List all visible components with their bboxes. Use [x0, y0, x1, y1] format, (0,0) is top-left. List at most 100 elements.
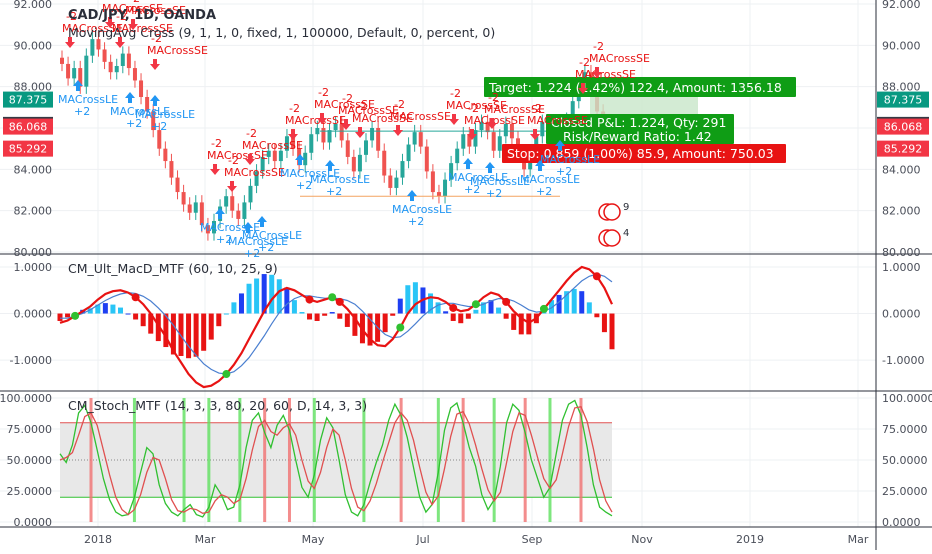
candle-body	[193, 202, 198, 213]
macd-histogram-bar	[223, 313, 229, 315]
stoch-title[interactable]: CM_Stoch_MTF (14, 3, 3, 80, 20, 60, D, 1…	[68, 398, 367, 413]
long-signal-label: MACrossLE	[58, 93, 118, 106]
macd-histogram-bar	[201, 313, 207, 351]
candle-body	[388, 175, 393, 188]
y-tick-label: 92.000	[14, 0, 53, 11]
macd-histogram-bar	[238, 293, 244, 314]
y-tick-label: 75.0000	[7, 423, 53, 436]
short-signal-label: MACrossSE	[446, 99, 507, 112]
y-tick-label: -1.0000	[10, 354, 52, 367]
x-tick-label: Jul	[415, 533, 429, 546]
x-tick-label: 2018	[84, 533, 112, 546]
short-signal-arrow	[115, 37, 125, 48]
macd-histogram-bar	[450, 313, 456, 321]
macd-histogram-bar	[276, 279, 282, 314]
candle-body	[357, 154, 362, 172]
long-signal-label: MACrossLE	[200, 221, 260, 234]
candle-body	[181, 192, 186, 205]
short-signal-qty: -2	[593, 40, 604, 53]
macd-histogram-bar	[344, 313, 350, 327]
short-signal-qty: -2	[579, 56, 590, 69]
candle-body	[382, 150, 387, 176]
candle-body	[163, 148, 168, 162]
y-tick-label: 0.0000	[14, 516, 53, 529]
short-signal-arrow	[245, 154, 255, 165]
long-signal-qty: +2	[151, 120, 167, 133]
long-signal-arrow	[463, 158, 473, 169]
macd-histogram-bar	[488, 300, 494, 314]
price-label: 86.068	[9, 121, 48, 134]
short-signal-qty: -2	[228, 154, 239, 167]
candle-body	[66, 63, 71, 79]
long-signal-qty: +2	[216, 233, 232, 246]
short-signal-qty: -2	[151, 32, 162, 45]
short-signal-label: MACrossSE	[464, 114, 525, 127]
macd-histogram-bar	[269, 274, 275, 314]
macd-title[interactable]: CM_Ult_MacD_MTF (60, 10, 25, 9)	[68, 261, 278, 276]
short-signal-arrow	[227, 181, 237, 192]
macd-histogram-bar	[390, 313, 396, 316]
short-signal-qty: -2	[318, 86, 329, 99]
macd-cross-dot	[471, 300, 480, 309]
strategy-title[interactable]: MovingAvg Cross (9, 1, 1, 0, fixed, 1, 1…	[68, 25, 495, 40]
short-signal-label: MACrossSE	[112, 22, 173, 35]
macd-histogram-bar	[405, 285, 411, 314]
x-tick-label: Sep	[522, 533, 543, 546]
long-signal-label: MACrossLE	[280, 167, 340, 180]
macd-line	[59, 265, 613, 389]
long-signal-arrow	[555, 140, 565, 151]
long-signal-qty: +2	[536, 185, 552, 198]
candle-body	[455, 148, 460, 164]
long-signal-arrow	[150, 95, 160, 106]
candle-body	[461, 134, 466, 149]
price-label-box	[3, 140, 53, 157]
short-signal-arrow	[317, 113, 327, 124]
candle-body	[102, 49, 107, 62]
candle-body	[467, 134, 472, 147]
short-signal-label: MACrossSE	[484, 103, 545, 116]
y-tick-label: 82.000	[882, 205, 921, 218]
long-signal-arrow	[535, 160, 545, 171]
macd-histogram-bar	[163, 313, 169, 348]
short-signal-label: MACrossSE	[575, 68, 636, 81]
macd-pane[interactable]	[0, 255, 876, 390]
symbol-title[interactable]: CAD/JPY, 1D, OANDA	[68, 8, 216, 23]
long-signal-label: MACrossLE	[110, 105, 170, 118]
stoch-buy-bar	[436, 398, 440, 522]
macd-histogram-bar	[352, 313, 358, 336]
macd-histogram-bar	[503, 313, 509, 319]
macd-cross-dot	[305, 295, 314, 304]
candle-body	[248, 185, 253, 203]
macd-histogram-bar	[594, 313, 600, 318]
y-tick-label: 80.000	[14, 246, 53, 259]
short-signal-arrow	[449, 114, 459, 125]
candle-body	[418, 132, 423, 147]
short-signal-label: MACrossSE	[207, 149, 268, 162]
long-signal-arrow	[73, 80, 83, 91]
short-signal-qty: -2	[488, 91, 499, 104]
candle-body	[364, 140, 368, 155]
macd-histogram-bar	[382, 313, 388, 333]
long-signal-qty: +2	[126, 117, 142, 130]
stoch-sell-bar	[263, 398, 267, 522]
y-tick-label: 82.000	[14, 205, 53, 218]
target-label-box	[484, 77, 796, 97]
short-signal-arrow	[393, 125, 403, 136]
candle-body	[230, 196, 235, 211]
macd-histogram-bar	[140, 313, 146, 327]
candle-body	[260, 156, 265, 172]
macd-histogram-bar	[291, 300, 297, 314]
macd-histogram-bar	[571, 288, 577, 314]
candle-body	[412, 132, 417, 145]
macd-histogram-bar	[155, 313, 161, 342]
short-signal-qty: -2	[450, 87, 461, 100]
macd-histogram-bar	[586, 302, 592, 314]
short-signal-arrow	[128, 19, 138, 30]
macd-cross-dot	[131, 293, 140, 302]
macd-histogram-bar	[193, 313, 199, 357]
short-signal-arrow	[487, 118, 497, 129]
long-signal-qty: +2	[258, 241, 274, 254]
short-signal-label: MACrossSE	[102, 2, 163, 15]
